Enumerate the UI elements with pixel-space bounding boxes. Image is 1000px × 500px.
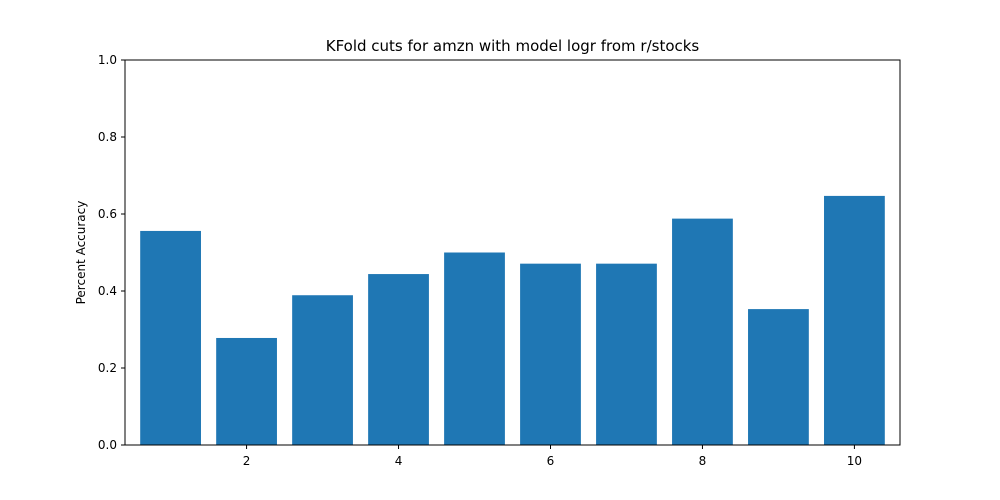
y-tick-label: 0.8: [98, 130, 117, 144]
bar-2: [216, 337, 277, 445]
x-tick-label: 8: [699, 454, 707, 468]
x-tick-label: 2: [243, 454, 251, 468]
x-tick-label: 4: [395, 454, 403, 468]
bar-4: [368, 274, 429, 445]
bar-1: [140, 230, 201, 445]
y-tick-label: 0.0: [98, 438, 117, 452]
x-tick-label: 6: [547, 454, 555, 468]
y-tick-label: 0.6: [98, 207, 117, 221]
x-tick-label: 10: [847, 454, 862, 468]
bar-8: [672, 218, 733, 445]
y-tick-label: 0.4: [98, 284, 117, 298]
bar-3: [292, 295, 353, 445]
y-tick-label: 0.2: [98, 361, 117, 375]
chart-title: KFold cuts for amzn with model logr from…: [326, 37, 700, 55]
bars-group: [140, 195, 885, 445]
bar-6: [520, 263, 581, 445]
x-axis-ticks: 2 4 6 8 10: [243, 445, 862, 468]
bar-10: [824, 195, 885, 445]
y-axis-label: Percent Accuracy: [74, 201, 88, 305]
plot-frame: [124, 59, 901, 446]
bar-9: [748, 309, 809, 445]
bar-7: [596, 263, 657, 445]
y-tick-label: 1.0: [98, 53, 117, 67]
bar-5: [444, 252, 505, 445]
y-axis-ticks: 0.0 0.2 0.4 0.6 0.8 1.0: [98, 53, 125, 452]
